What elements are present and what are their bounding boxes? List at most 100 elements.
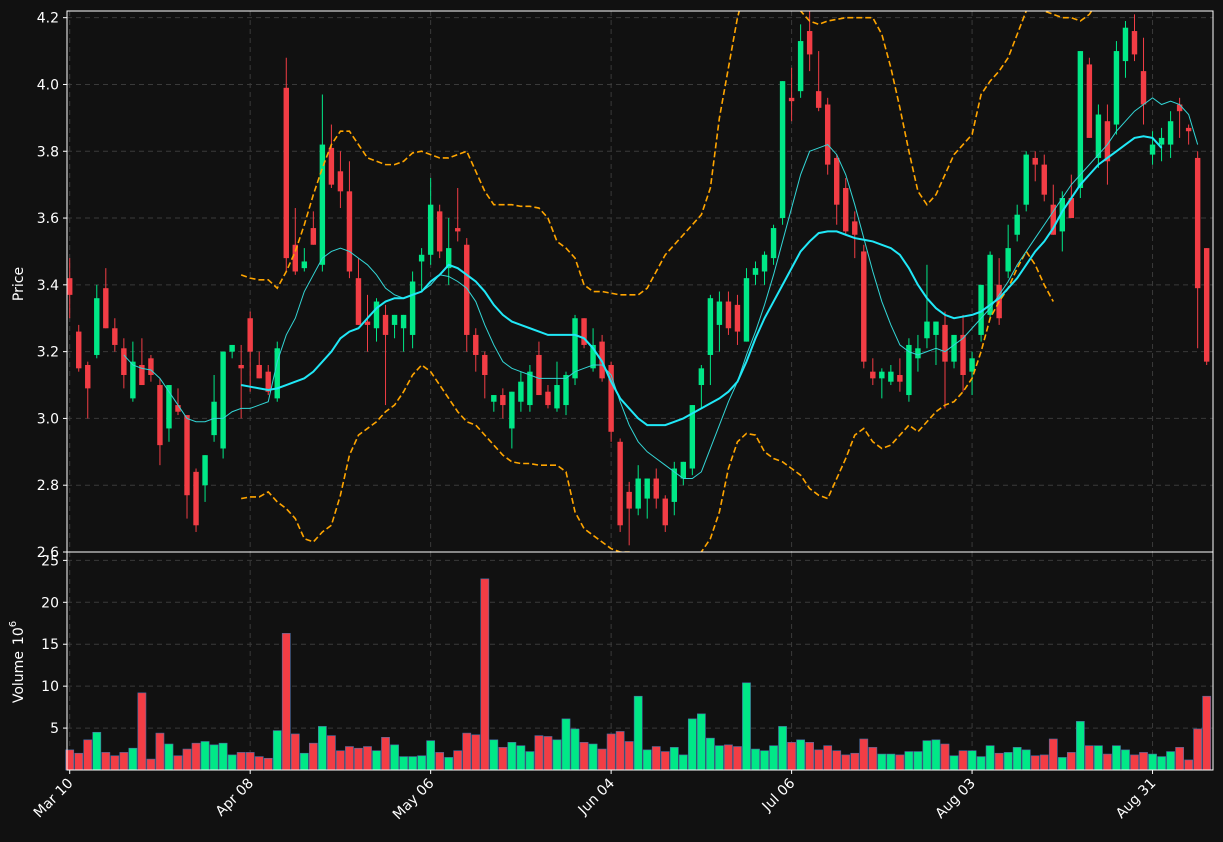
candle-body xyxy=(391,314,398,325)
volume-bar xyxy=(787,742,796,771)
volume-bar xyxy=(994,752,1004,771)
volume-bar xyxy=(1030,755,1040,771)
candle-body xyxy=(76,331,82,369)
volume-bar xyxy=(985,745,995,771)
candle-body xyxy=(933,321,939,335)
bollinger-upper-line xyxy=(240,11,1093,296)
candle-body xyxy=(987,254,993,315)
volume-bar xyxy=(624,741,634,771)
candle-body xyxy=(364,321,371,325)
volume-bar xyxy=(336,750,345,771)
candle-body xyxy=(382,314,389,335)
volume-bar xyxy=(1094,745,1103,771)
candle-body xyxy=(788,97,795,102)
candle-body xyxy=(653,478,659,499)
candle-body xyxy=(743,278,750,342)
volume-bar xyxy=(651,746,661,771)
candle-body xyxy=(301,261,308,269)
volume-bar xyxy=(1184,759,1193,771)
volume-bar xyxy=(146,758,156,771)
candle-body xyxy=(274,348,280,399)
volume-bar xyxy=(832,750,842,771)
candle-body xyxy=(1194,157,1201,289)
volume-bar xyxy=(128,747,138,771)
candle-body xyxy=(815,91,822,108)
candle-body xyxy=(265,371,271,392)
volume-bar xyxy=(390,744,399,771)
volume-bar xyxy=(263,757,273,771)
candle-body xyxy=(635,478,641,509)
volume-bar xyxy=(1085,745,1094,771)
volume-bar xyxy=(1003,752,1013,771)
candle-body xyxy=(834,157,840,205)
volume-bar xyxy=(597,748,607,771)
volume-bar xyxy=(814,749,824,771)
candle-body xyxy=(1122,27,1129,62)
volume-bar xyxy=(561,718,571,771)
volume-bar xyxy=(733,746,742,771)
candle-body xyxy=(725,301,732,329)
candle-body xyxy=(1176,104,1183,112)
candle-body xyxy=(626,491,632,509)
candle-body xyxy=(951,334,957,362)
volume-bar xyxy=(588,743,598,771)
volume-bar xyxy=(715,745,724,771)
volume-bar xyxy=(823,745,833,771)
volume-bar xyxy=(642,749,652,771)
price-panel xyxy=(67,11,1210,546)
price-tick-label: 3.8 xyxy=(37,144,59,160)
volume-axis-label-text: Volume xyxy=(11,651,27,703)
volume-bar xyxy=(1057,757,1067,771)
volume-panel xyxy=(65,578,1212,771)
volume-tick-label: 15 xyxy=(41,637,59,653)
volume-bar xyxy=(381,736,390,771)
candle-body xyxy=(554,385,560,409)
candle-body xyxy=(1050,204,1056,235)
volume-bar xyxy=(579,742,589,771)
candle-body xyxy=(500,395,506,406)
candle-body xyxy=(292,244,299,272)
bollinger-lower-line xyxy=(241,249,1054,552)
candle-body xyxy=(373,301,380,329)
volume-tick-label: 5 xyxy=(50,721,59,737)
volume-bar xyxy=(1012,747,1022,771)
volume-bar xyxy=(417,755,426,771)
volume-bar xyxy=(408,756,417,771)
volume-bar xyxy=(1202,695,1212,771)
candle-body xyxy=(527,371,533,406)
price-tick-label: 3.6 xyxy=(37,211,59,227)
volume-bar xyxy=(534,735,544,771)
candle-body xyxy=(590,344,596,369)
volume-bar xyxy=(471,734,481,771)
candle-body xyxy=(445,248,452,269)
candle-body xyxy=(139,364,145,386)
volume-bar xyxy=(345,746,354,771)
candle-body xyxy=(1023,154,1029,205)
candle-body xyxy=(969,358,975,372)
candle-body xyxy=(843,187,849,232)
volume-bar xyxy=(164,743,174,771)
candle-body xyxy=(806,31,813,55)
candle-body xyxy=(770,228,777,259)
volume-bar xyxy=(245,752,255,771)
candle-body xyxy=(671,468,677,502)
volume-bar xyxy=(922,740,932,771)
volume-bar xyxy=(462,732,472,771)
candle-body xyxy=(166,385,172,429)
volume-bar xyxy=(606,733,616,771)
candle-body xyxy=(509,391,515,429)
volume-bar xyxy=(552,739,562,771)
candle-body xyxy=(1032,157,1038,165)
volume-bar xyxy=(489,739,499,771)
candle-body xyxy=(427,204,434,255)
volume-bar xyxy=(1039,754,1049,771)
candle-body xyxy=(238,364,244,369)
volume-bar xyxy=(760,750,769,771)
volume-bar xyxy=(877,753,887,771)
candle-body xyxy=(121,348,127,376)
volume-bar xyxy=(841,754,851,771)
volume-bar xyxy=(1166,751,1175,771)
volume-panel-frame xyxy=(66,551,1214,771)
volume-bar xyxy=(769,745,778,771)
